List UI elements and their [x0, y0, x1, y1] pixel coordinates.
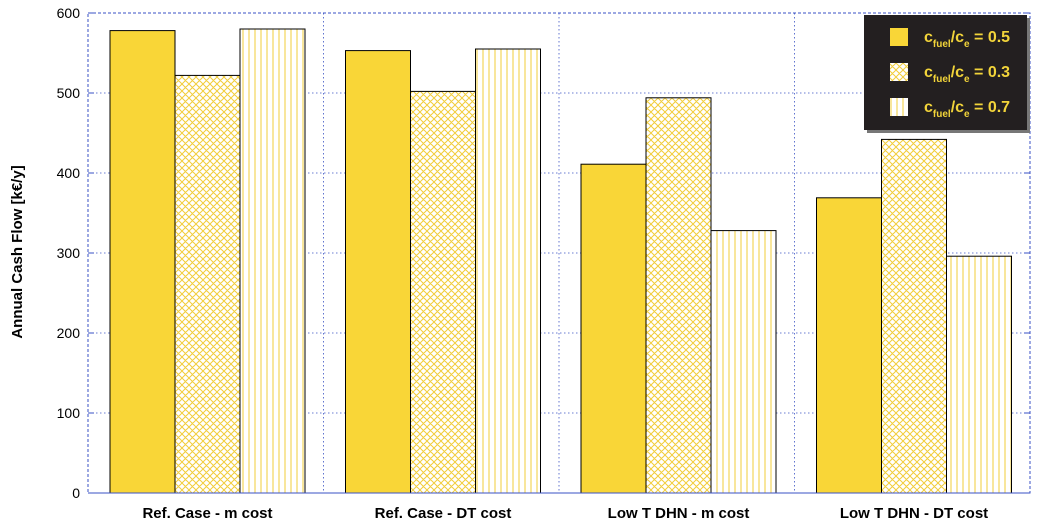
y-tick-label: 400 [57, 165, 81, 181]
legend-label: cfuel/ce = 0.7 [924, 99, 1010, 120]
bar-3-2 [475, 48, 541, 494]
bar-3-4 [946, 255, 1012, 494]
category-label: Low T DHN - DT cost [840, 505, 988, 522]
bar-3-1 [239, 28, 306, 494]
y-tick-label: 200 [57, 325, 81, 341]
bar-2-1 [174, 74, 241, 494]
category-label: Ref. Case - m cost [142, 505, 272, 522]
bar-1-1 [109, 30, 176, 494]
x-axis-labels: Ref. Case - m cost Ref. Case - DT cost Low… [142, 505, 988, 522]
legend: cfuel/ce = 0.5 cfuel/ce = 0.3 cfuel/ce = 0… [864, 15, 1030, 133]
y-axis-title: Annual Cash Flow [k€/y] [9, 165, 26, 338]
legend-swatch [890, 98, 908, 116]
legend-swatch [890, 63, 908, 81]
bar-1-4 [816, 197, 882, 494]
bar-2-4 [881, 138, 947, 494]
category-label: Low T DHN - m cost [608, 505, 750, 522]
bars [109, 28, 1012, 494]
legend-swatch [890, 28, 908, 46]
bar-2-2 [410, 90, 476, 494]
legend-label: cfuel/ce = 0.3 [924, 64, 1010, 85]
y-tick-label: 500 [57, 85, 81, 101]
y-tick-label: 0 [72, 485, 80, 501]
y-axis-ticks: 0 100 200 300 400 500 600 [57, 5, 1030, 501]
y-tick-label: 100 [57, 405, 81, 421]
y-tick-label: 600 [57, 5, 81, 21]
bar-3-3 [710, 230, 777, 494]
y-tick-label: 300 [57, 245, 81, 261]
bar-2-3 [645, 97, 712, 494]
category-label: Ref. Case - DT cost [375, 505, 512, 522]
bar-1-2 [345, 50, 411, 494]
legend-label: cfuel/ce = 0.5 [924, 29, 1010, 50]
bar-1-3 [580, 163, 647, 494]
